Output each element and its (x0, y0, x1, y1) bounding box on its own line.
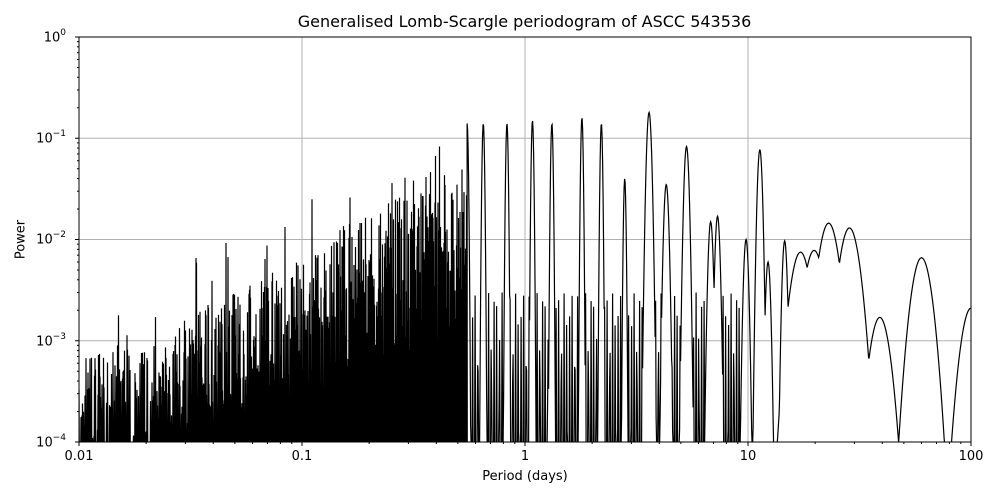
x-tick-label: 0.1 (291, 449, 313, 464)
grid-lines (78, 36, 972, 443)
axis-ticks (75, 36, 972, 446)
x-tick-label: 100 (958, 449, 984, 464)
y-tick-label: 10−4 (36, 433, 66, 451)
power-curve (79, 110, 971, 442)
x-tick-label: 0.01 (64, 449, 94, 464)
y-tick-label: 10−1 (36, 129, 66, 147)
y-tick-label: 10−2 (36, 230, 66, 248)
x-tick-label: 1 (520, 449, 530, 464)
y-tick-label: 10−3 (36, 332, 66, 350)
chart-title: Generalised Lomb-Scargle periodogram of … (297, 12, 752, 31)
y-tick-label: 100 (43, 28, 66, 46)
x-tick-label: 10 (739, 449, 757, 464)
x-axis-label: Period (days) (482, 469, 568, 484)
